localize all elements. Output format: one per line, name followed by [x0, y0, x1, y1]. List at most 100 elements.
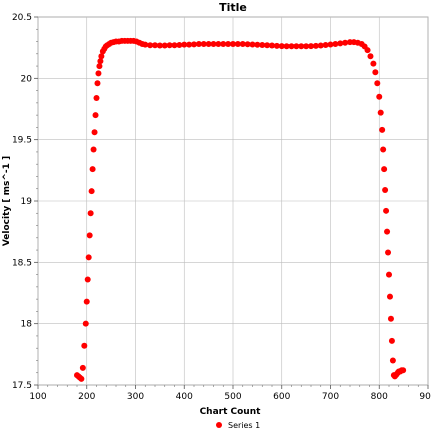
axis-ticks — [34, 16, 429, 389]
data-point — [379, 126, 386, 133]
data-point — [259, 41, 266, 48]
data-point — [142, 41, 149, 48]
data-point — [386, 293, 393, 300]
data-point — [88, 188, 95, 195]
data-point — [383, 207, 390, 214]
data-point — [98, 53, 105, 60]
data-point — [200, 40, 207, 47]
y-tick-label: 18.5 — [12, 258, 32, 268]
data-point — [278, 43, 285, 50]
data-point — [332, 40, 339, 47]
data-point — [372, 69, 379, 76]
data-point — [364, 47, 371, 54]
data-point — [388, 337, 395, 344]
data-point — [374, 80, 381, 87]
data-point — [90, 146, 97, 153]
data-point — [400, 367, 407, 374]
legend-marker — [216, 422, 222, 428]
data-point — [94, 80, 101, 87]
data-point — [317, 42, 324, 49]
data-point — [244, 41, 251, 48]
data-point — [370, 60, 377, 67]
data-point — [327, 41, 334, 48]
data-point — [385, 249, 392, 256]
x-tick-label: 300 — [127, 392, 144, 402]
data-point — [387, 315, 394, 322]
x-tick-label: 600 — [273, 392, 290, 402]
data-point — [87, 210, 94, 217]
data-point — [186, 41, 193, 48]
chart-title: Title — [219, 1, 247, 14]
data-point — [288, 43, 295, 50]
data-point — [89, 166, 96, 173]
data-point — [166, 42, 173, 49]
x-tick-label: 500 — [224, 392, 241, 402]
data-point — [269, 42, 275, 49]
data-point — [79, 364, 86, 371]
data-point — [152, 42, 158, 49]
data-point — [303, 43, 310, 50]
x-tick-label: 800 — [371, 392, 388, 402]
y-tick-label: 20 — [21, 74, 33, 84]
data-point — [389, 357, 396, 364]
data-point — [384, 228, 391, 235]
data-point — [78, 375, 85, 382]
data-point — [225, 40, 232, 47]
data-point — [367, 53, 374, 60]
data-point — [382, 186, 389, 193]
data-point — [84, 276, 91, 283]
x-tick-label: 900 — [419, 392, 431, 402]
data-point — [249, 41, 256, 48]
data-point — [230, 40, 236, 47]
data-point — [92, 112, 99, 119]
legend: Series 1 — [216, 421, 260, 430]
data-point — [91, 129, 98, 136]
tick-labels: 100 200 300 400 500 600 700 800 900 17.5 18 18.5 19 1… — [12, 13, 431, 402]
data-point — [95, 70, 102, 77]
y-tick-label: 19 — [21, 197, 33, 207]
data-point — [322, 41, 329, 48]
data-point — [210, 40, 217, 47]
data-point — [234, 40, 241, 47]
data-point — [82, 320, 89, 327]
data-point — [273, 42, 280, 49]
data-point — [176, 41, 183, 48]
data-point — [380, 146, 387, 153]
data-point — [81, 342, 88, 349]
data-point — [376, 93, 383, 100]
y-axis-label: Velocity [ ms^-1 ] — [2, 156, 12, 246]
data-point — [205, 40, 212, 47]
data-point — [293, 43, 300, 50]
data-point — [215, 40, 222, 47]
y-tick-label: 18 — [21, 320, 33, 330]
y-tick-label: 17.5 — [12, 381, 32, 391]
data-point — [96, 63, 103, 70]
data-point — [93, 94, 100, 101]
data-point — [85, 254, 92, 261]
data-point — [97, 58, 104, 65]
data-point — [312, 42, 319, 49]
x-tick-label: 400 — [176, 392, 193, 402]
data-point — [308, 43, 314, 50]
data-point — [156, 42, 163, 49]
data-point — [171, 42, 178, 49]
data-point — [195, 40, 202, 47]
data-point — [377, 109, 384, 116]
data-point — [298, 43, 305, 50]
x-tick-label: 200 — [78, 392, 95, 402]
data-point — [86, 232, 93, 239]
x-tick-label: 100 — [29, 392, 46, 402]
data-point — [283, 43, 290, 50]
y-tick-label: 19.5 — [12, 136, 32, 146]
data-point — [254, 41, 261, 48]
data-point — [342, 39, 349, 46]
data-point — [147, 42, 154, 49]
series-1-points — [74, 37, 407, 382]
data-point — [264, 42, 271, 49]
data-point — [220, 40, 227, 47]
data-point — [191, 41, 197, 48]
data-point — [239, 40, 246, 47]
data-point — [181, 41, 188, 48]
data-point — [381, 166, 388, 173]
